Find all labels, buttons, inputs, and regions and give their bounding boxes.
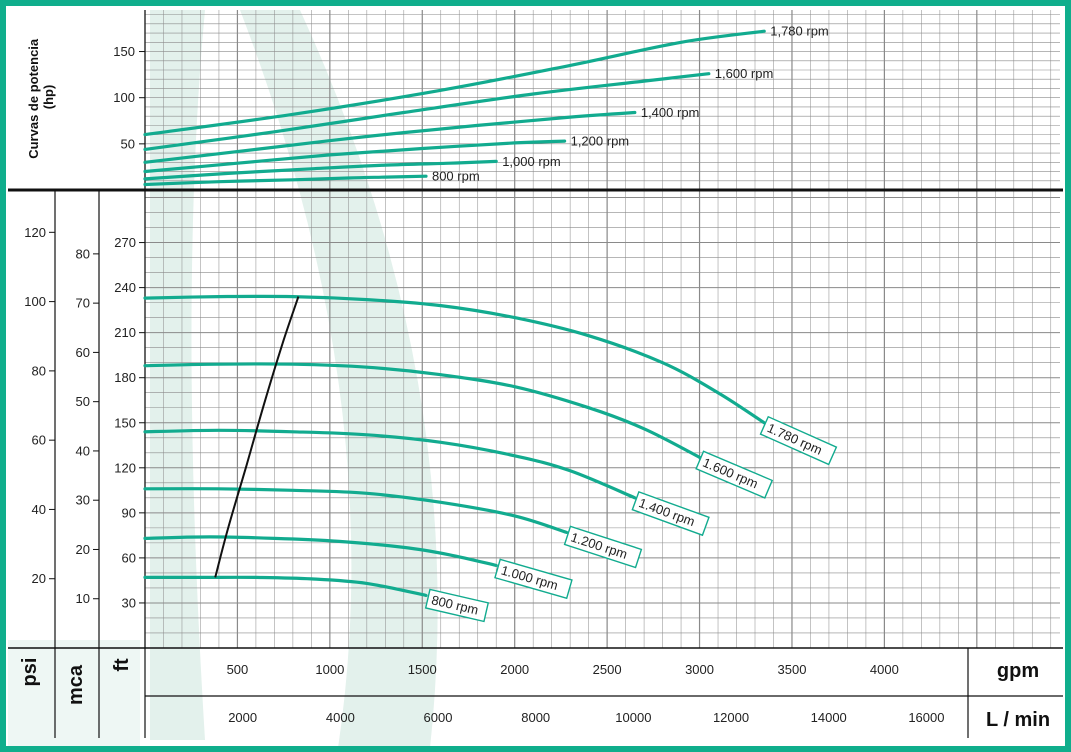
y-tick-label-mca: 40 <box>76 443 90 458</box>
power-rpm-label: 1,780 rpm <box>770 24 829 39</box>
power-curve <box>143 159 498 181</box>
x-tick-label-gpm: 1000 <box>315 662 344 677</box>
watermark-band <box>240 10 438 748</box>
gpm-axis-label: gpm <box>997 660 1039 682</box>
head-curve <box>143 575 428 597</box>
x-tick-label-lpm: 10000 <box>615 710 651 725</box>
x-tick-label-gpm: 2500 <box>593 662 622 677</box>
psi-axis-label: psi <box>19 658 41 687</box>
head-curve <box>143 294 766 425</box>
power-rpm-label: 1,000 rpm <box>502 154 561 169</box>
head-rpm-label: 1.600 rpm <box>695 450 774 499</box>
y-tick-label-mca: 60 <box>76 345 90 360</box>
limit-line <box>214 296 300 578</box>
power-rpm-label: 1,600 rpm <box>715 66 774 81</box>
x-tick-label-gpm: 3000 <box>685 662 714 677</box>
power-axis-title: Curvas de potencia (hp) <box>26 35 56 159</box>
power-axis-title-line-1: Curvas de potencia <box>26 38 41 159</box>
rpm-label-text: 1.000 rpm <box>499 562 559 593</box>
x-tick-label-gpm: 4000 <box>870 662 899 677</box>
y-tick-label-ft: 60 <box>122 550 136 565</box>
x-tick-label-gpm: 3500 <box>778 662 807 677</box>
watermark-band <box>8 640 140 748</box>
tick-labels: 500 1000 1500 2000 2500 3000 3500 4000 2000 4000 6… <box>24 44 944 725</box>
y-tick-label-ft: 270 <box>114 235 136 250</box>
y-tick-label-mca: 10 <box>76 591 90 606</box>
y-tick-label-power: 50 <box>121 136 135 151</box>
power-rpm-label: 1,200 rpm <box>571 134 630 149</box>
axis-frame <box>8 10 1063 738</box>
x-tick-label-gpm: 2000 <box>500 662 529 677</box>
y-tick-label-mca: 20 <box>76 542 90 557</box>
rpm-label-box <box>563 525 643 569</box>
y-tick-label-mca: 30 <box>76 493 90 508</box>
rpm-label-box <box>759 415 838 466</box>
y-tick-label-ft: 30 <box>122 595 136 610</box>
rpm-label-box <box>695 450 774 499</box>
head-curve <box>143 487 569 534</box>
power-rpm-label: 800 rpm <box>432 169 480 184</box>
x-tick-label-lpm: 12000 <box>713 710 749 725</box>
x-tick-label-lpm: 14000 <box>811 710 847 725</box>
y-tick-label-ft: 90 <box>122 505 136 520</box>
y-tick-label-psi: 100 <box>24 294 46 309</box>
x-tick-label-lpm: 6000 <box>424 710 453 725</box>
lpm-axis-label: L / min <box>986 709 1050 731</box>
y-tick-label-ft: 150 <box>114 415 136 430</box>
y-tick-label-psi: 80 <box>32 363 46 378</box>
power-curve <box>143 110 637 164</box>
y-tick-label-psi: 40 <box>32 502 46 517</box>
y-tick-label-psi: 60 <box>32 433 46 448</box>
rpm-label-text: 1.200 rpm <box>569 530 629 562</box>
rpm-label-box <box>494 558 573 600</box>
power-curve <box>143 174 428 187</box>
power-rpm-label: 1,400 rpm <box>641 105 700 120</box>
head-curve <box>143 428 637 500</box>
y-tick-label-mca: 80 <box>76 246 90 261</box>
y-tick-label-psi: 20 <box>32 571 46 586</box>
y-tick-label-power: 100 <box>113 90 135 105</box>
power-axis-title-line-2: (hp) <box>41 85 56 110</box>
rpm-label-box <box>631 490 710 537</box>
ft-axis-label: ft <box>111 658 133 672</box>
x-tick-label-lpm: 4000 <box>326 710 355 725</box>
y-tick-label-ft: 240 <box>114 280 136 295</box>
x-tick-label-lpm: 8000 <box>521 710 550 725</box>
head-rpm-label: 1.200 rpm <box>563 525 643 569</box>
rpm-label-text: 1.400 rpm <box>637 495 697 529</box>
head-rpm-label: 1.780 rpm <box>759 415 838 466</box>
head-curve <box>143 362 702 459</box>
y-tick-label-mca: 50 <box>76 394 90 409</box>
y-tick-label-ft: 210 <box>114 325 136 340</box>
x-tick-label-gpm: 500 <box>227 662 249 677</box>
power-curve <box>143 29 766 137</box>
power-curve <box>143 139 567 174</box>
watermark-layer <box>8 10 438 748</box>
y-tick-label-power: 150 <box>113 44 135 59</box>
rpm-label-box <box>424 588 490 623</box>
x-tick-label-lpm: 2000 <box>228 710 257 725</box>
x-tick-label-lpm: 16000 <box>908 710 944 725</box>
power-curve <box>143 72 711 151</box>
head-curve <box>143 535 498 567</box>
curves <box>143 29 766 597</box>
grid <box>144 10 1060 648</box>
x-tick-label-gpm: 1500 <box>408 662 437 677</box>
watermark-band <box>150 10 205 740</box>
y-tick-label-mca: 70 <box>76 296 90 311</box>
y-tick-label-psi: 120 <box>24 225 46 240</box>
y-tick-label-ft: 180 <box>114 370 136 385</box>
mca-axis-label: mca <box>65 664 87 705</box>
y-tick-label-ft: 120 <box>114 460 136 475</box>
